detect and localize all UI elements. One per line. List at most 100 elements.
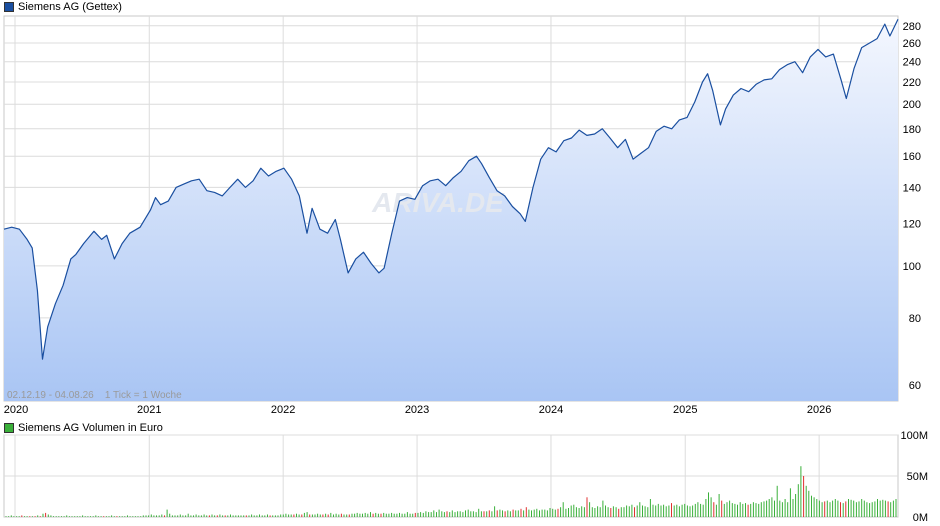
volume-bar [686,505,688,517]
volume-bar [583,507,585,517]
price-x-axis: 2020 2021 2022 2023 2024 2025 2026 [4,404,832,416]
volume-bar [628,506,630,517]
volume-bar [845,501,847,517]
volume-bar [441,511,443,517]
volume-bar [554,509,556,517]
price-x-tick-label: 2020 [4,404,28,416]
volume-bar [829,502,831,517]
volume-bar [37,515,39,517]
volume-bar [195,514,197,517]
volume-bar [591,507,593,517]
volume-bar [277,515,279,517]
volume-bar [142,515,144,517]
volume-bar [179,514,181,517]
volume-bar [420,512,422,517]
volume-bar [200,515,202,517]
volume-bar [895,499,897,517]
volume-bar [237,515,239,517]
volume-bar [689,506,691,517]
volume-bar [129,516,131,517]
volume-bar [298,514,300,517]
volume-bar [824,501,826,517]
volume-bar [642,505,643,517]
volume-bar [863,500,865,517]
volume-bar [647,507,649,517]
volume-bar [734,503,736,517]
volume-bar [475,512,477,517]
volume-bar [533,509,535,517]
volume-bar [866,502,868,517]
volume-bar [488,510,490,517]
volume-bar [261,515,263,517]
volume-bar [478,508,480,517]
volume-bar [673,505,675,517]
volume-bar [449,512,451,517]
volume-bar [842,503,844,517]
price-y-tick-label: 260 [903,38,921,50]
date-range-note: 02.12.19 - 04.08.26 1 Tick = 1 Woche [7,390,182,401]
volume-bar [853,500,855,517]
volume-bar [784,499,786,517]
volume-bar [702,504,704,517]
volume-bar [570,505,572,517]
volume-bar [848,499,849,517]
volume-bar [388,513,390,517]
volume-bar [370,512,371,517]
price-x-tick-label: 2025 [673,404,697,416]
volume-bar [697,502,699,517]
volume-bar [253,515,255,517]
volume-bar [425,511,427,517]
volume-bar [272,515,274,517]
price-legend-swatch [4,2,14,12]
volume-bar [335,513,337,517]
volume-bar [768,499,770,517]
volume-bar [264,515,266,517]
volume-bar [451,510,453,517]
volume-y-axis: 0M 50M 100M [900,430,928,524]
volume-bar [705,499,707,517]
volume-bar [795,494,797,517]
volume-bar [816,499,818,517]
volume-bar [319,514,321,517]
volume-bar [491,511,493,517]
volume-bar [700,503,702,517]
volume-bar [573,504,575,517]
volume-bar [10,515,12,517]
volume-bar [433,510,435,517]
volume-bar [92,516,94,517]
volume-bar [745,503,746,517]
price-x-tick-label: 2022 [271,404,295,416]
volume-bar [546,510,548,517]
volume-bar [723,503,725,517]
volume-bar [472,511,474,517]
volume-bar [100,516,102,517]
volume-bar [399,512,400,517]
price-y-tick-label: 220 [903,77,921,89]
volume-bar [340,513,342,517]
volume-bar [882,499,884,517]
volume-bar [565,508,567,517]
volume-bar [797,484,799,517]
volume-bar [626,505,628,517]
volume-bar [541,509,543,517]
volume-bar [375,512,377,517]
volume-bar [536,508,538,517]
volume-bar [644,506,646,517]
volume-bar [63,516,65,517]
volume-bar [771,497,773,517]
volume-bar [153,515,155,517]
volume-bar [850,499,852,517]
volume-bar [296,513,297,517]
volume-bar [354,513,356,517]
volume-bar [874,501,876,517]
volume-bar [837,500,839,517]
volume-bar [467,509,469,517]
volume-bar [108,516,110,517]
volume-bar [594,508,596,517]
volume-bar [657,503,659,517]
volume-bar [140,516,142,517]
volume-bar [776,485,778,517]
volume-bar [362,513,363,517]
volume-bar [21,515,23,517]
volume-bar [430,512,432,517]
